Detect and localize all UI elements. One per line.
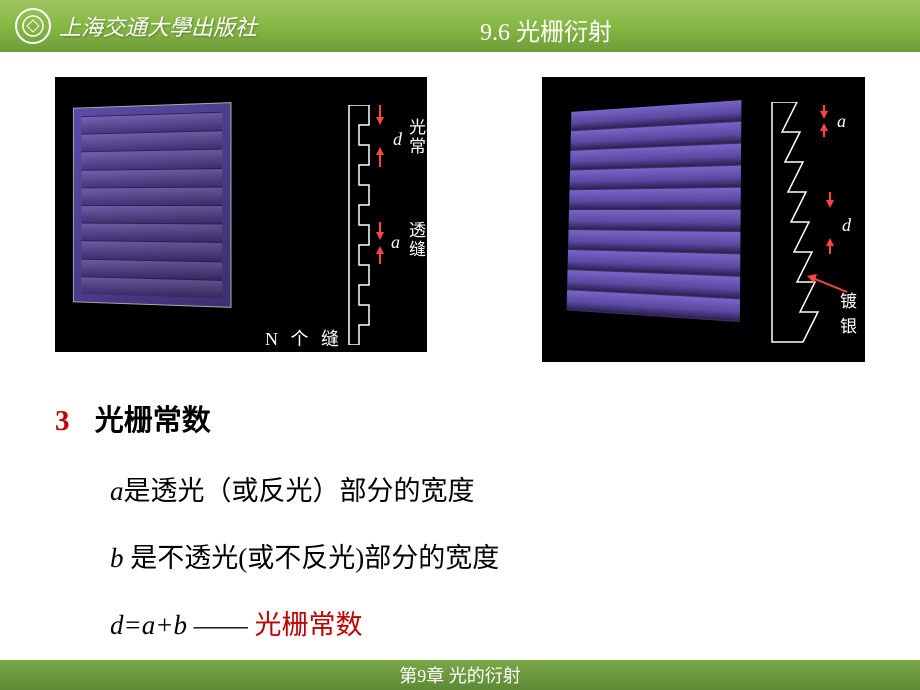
figure-row: d 光栅 常数 a 透光 缝宽 N 个 缝 a bbox=[55, 77, 865, 362]
text-content: 3 光栅常数 a是透光（或反光）部分的宽度 b 是不透光(或不反光)部分的宽度 … bbox=[55, 392, 865, 642]
subsection-number: 3 bbox=[55, 405, 70, 437]
section-title: 9.6 光栅衍射 bbox=[480, 12, 612, 47]
d-dimension-arrows bbox=[365, 105, 395, 195]
publisher-name: 上海交通大學出版社 bbox=[59, 10, 257, 42]
logo-icon bbox=[15, 8, 51, 44]
publisher-logo-area: 上海交通大學出版社 bbox=[0, 8, 257, 44]
subsection-heading: 3 光栅常数 bbox=[55, 397, 865, 439]
definition-b: b 是不透光(或不反光)部分的宽度 bbox=[110, 536, 865, 575]
a-label-2: a bbox=[837, 111, 846, 132]
d-label-2: d bbox=[842, 215, 851, 236]
slide-footer: 第9章 光的衍射 bbox=[0, 660, 920, 690]
d-label: d bbox=[393, 129, 402, 150]
a-label: a bbox=[391, 232, 400, 253]
chapter-label: 第9章 光的衍射 bbox=[399, 662, 521, 688]
definition-a: a是透光（或反光）部分的宽度 bbox=[110, 469, 865, 508]
definition-d: d=a+b —— 光栅常数 bbox=[110, 603, 865, 642]
grating-3d-render bbox=[73, 102, 232, 308]
slide-header: 上海交通大學出版社 9.6 光栅衍射 bbox=[0, 0, 920, 52]
a-description: 透光 缝宽 bbox=[409, 222, 443, 259]
subsection-title: 光栅常数 bbox=[95, 405, 211, 437]
blazed-grating-3d-render bbox=[566, 100, 741, 327]
d-description: 光栅 常数 bbox=[409, 119, 443, 156]
silver-label: 镀银 bbox=[840, 287, 865, 337]
figure-transmission-grating: d 光栅 常数 a 透光 缝宽 N 个 缝 bbox=[55, 77, 427, 352]
n-slits-label: N 个 缝 bbox=[265, 325, 343, 351]
slide-content: d 光栅 常数 a 透光 缝宽 N 个 缝 a bbox=[0, 52, 920, 642]
figure-reflection-grating: a d 镀银 bbox=[542, 77, 865, 362]
